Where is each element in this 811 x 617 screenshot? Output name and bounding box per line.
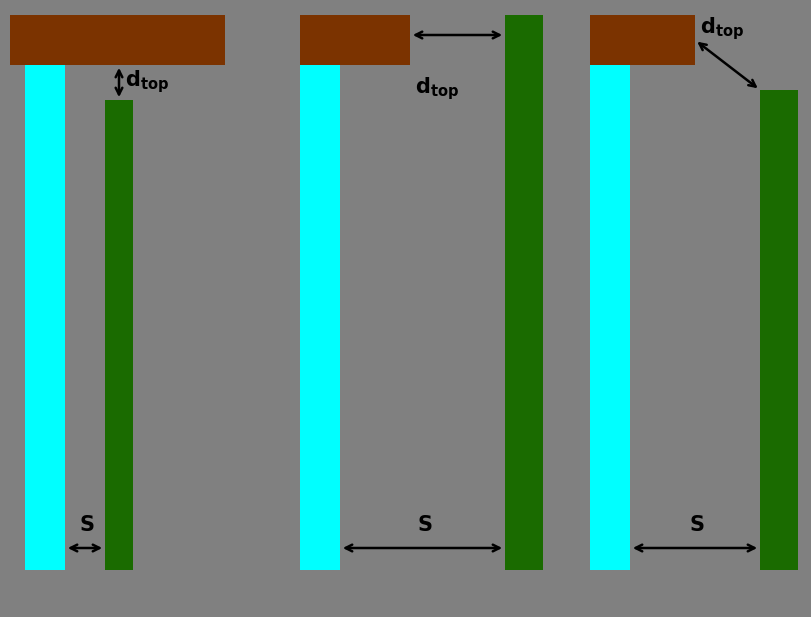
Bar: [299, 55, 340, 570]
Bar: [299, 15, 410, 65]
Text: $\mathbf{d_{top}}$: $\mathbf{d_{top}}$: [699, 15, 743, 42]
Text: $\mathbf{d_{top}}$: $\mathbf{d_{top}}$: [125, 68, 169, 95]
Bar: [759, 90, 797, 570]
Text: $\mathbf{S}$: $\mathbf{S}$: [689, 515, 704, 535]
Text: $\mathbf{S}$: $\mathbf{S}$: [79, 515, 95, 535]
Bar: [105, 100, 133, 570]
Text: $\mathbf{S}$: $\mathbf{S}$: [417, 515, 432, 535]
Bar: [504, 15, 543, 570]
Bar: [590, 15, 629, 570]
Bar: [25, 15, 65, 570]
Bar: [590, 15, 694, 65]
Bar: [10, 15, 225, 65]
Text: $\mathbf{d_{top}}$: $\mathbf{d_{top}}$: [414, 75, 458, 102]
